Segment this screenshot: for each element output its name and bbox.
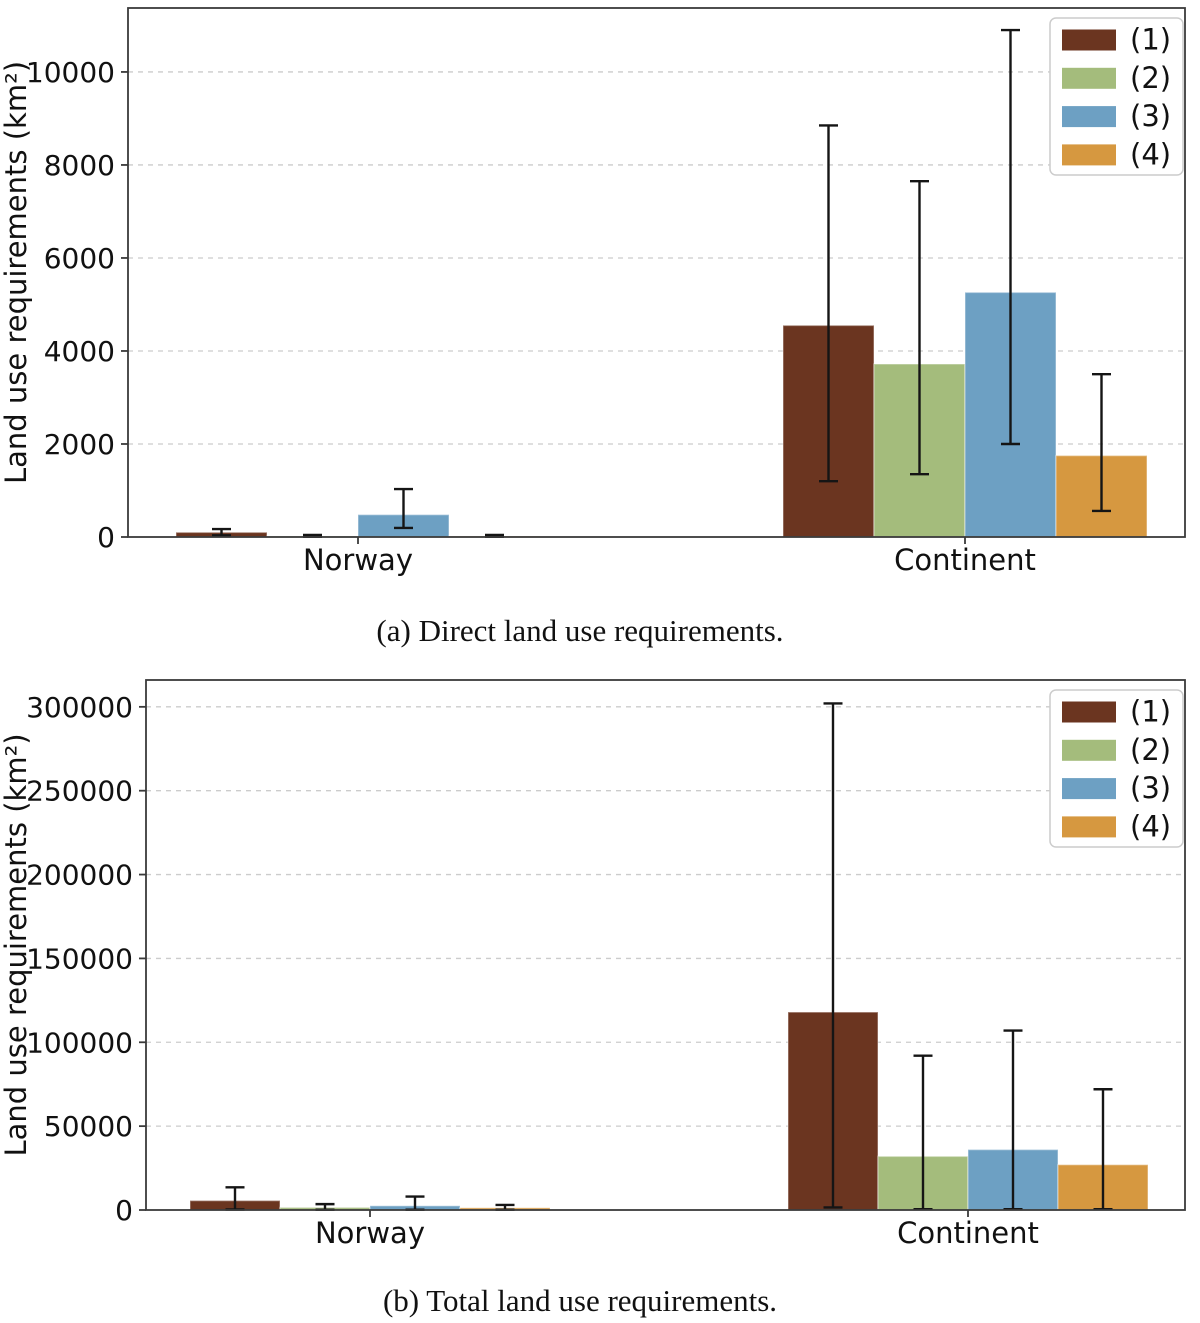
legend-label: (1)	[1130, 695, 1171, 729]
y-tick-label: 50000	[44, 1110, 133, 1143]
caption-total: (b) Total land use requirements.	[382, 1283, 778, 1318]
y-axis-label: Land use requirements (km²)	[0, 61, 33, 484]
legend-label: (3)	[1130, 99, 1171, 133]
plot-border	[145, 679, 1186, 1211]
legend-label: (1)	[1130, 23, 1171, 57]
chart-total-land-use: 0 50000 100000 150000 200000 250000 300000 Norw…	[0, 679, 1186, 1250]
legend-label: (4)	[1130, 137, 1171, 171]
legend-box	[1049, 689, 1184, 848]
y-axis-label: Land use requirements (km²)	[0, 733, 33, 1156]
y-tick-label: 100000	[26, 1026, 133, 1059]
legend-swatch-(3)	[1062, 106, 1116, 128]
legend-label: (2)	[1130, 61, 1171, 95]
x-tick-label: Continent	[897, 1216, 1039, 1250]
plot-border	[127, 7, 1186, 538]
x-tick-label: Norway	[315, 1216, 425, 1250]
legend-swatch-(1)	[1062, 29, 1116, 51]
legend-box	[1049, 17, 1184, 176]
legend-swatch-(4)	[1062, 816, 1116, 838]
y-tick-label: 8000	[44, 149, 115, 182]
legend-swatch-(2)	[1062, 67, 1116, 89]
x-tick-label: Continent	[894, 543, 1036, 577]
y-tick-label: 6000	[44, 242, 115, 275]
legend-swatch-(1)	[1062, 701, 1116, 723]
legend-label: (2)	[1130, 733, 1171, 767]
y-tick-label: 250000	[26, 775, 133, 808]
chart-direct-land-use: 0 2000 4000 6000 8000 10000 Norway Continent Lan…	[0, 7, 1186, 577]
y-tick-label: 2000	[44, 428, 115, 461]
caption-direct: (a) Direct land use requirements.	[376, 613, 784, 648]
legend-swatch-(2)	[1062, 739, 1116, 761]
y-tick-label: 200000	[26, 859, 133, 892]
y-tick-label: 150000	[26, 942, 133, 975]
legend-label: (3)	[1130, 771, 1171, 805]
y-tick-label: 0	[97, 521, 115, 554]
y-tick-label: 0	[115, 1194, 133, 1227]
legend-label: (4)	[1130, 809, 1171, 843]
x-tick-label: Norway	[303, 543, 413, 577]
legend-swatch-(3)	[1062, 778, 1116, 800]
legend-swatch-(4)	[1062, 144, 1116, 166]
y-tick-label: 10000	[26, 56, 115, 89]
y-tick-label: 4000	[44, 335, 115, 368]
y-tick-label: 300000	[26, 691, 133, 724]
